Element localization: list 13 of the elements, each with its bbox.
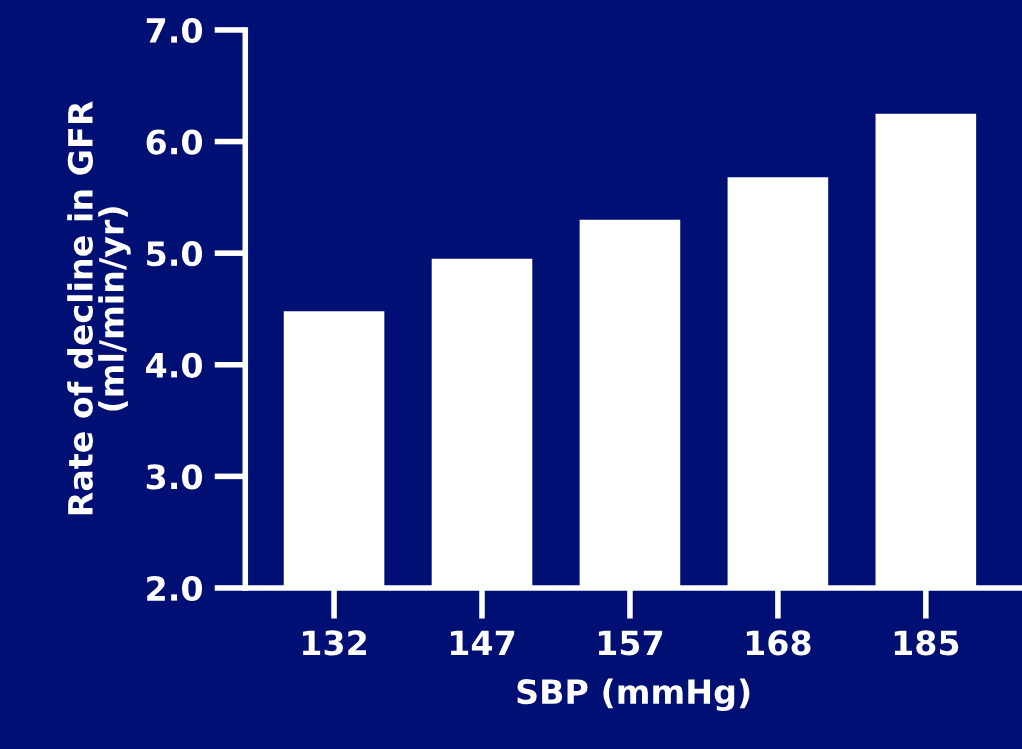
y-tick-label: 7.0 bbox=[146, 17, 203, 44]
y-axis-title: Rate of decline in GFR (ml/min/yr) bbox=[67, 101, 131, 515]
x-tick-label: 185 bbox=[894, 630, 959, 656]
x-tick-label: 147 bbox=[450, 630, 515, 655]
y-tick-label: 6.0 bbox=[146, 129, 203, 155]
x-tick-label: 168 bbox=[746, 630, 811, 656]
y-tick-label: 5.0 bbox=[147, 241, 203, 267]
x-axis-title: SBP (mmHg) bbox=[517, 678, 750, 712]
y-tick-label: 3.0 bbox=[146, 464, 203, 490]
x-tick-label: 132 bbox=[303, 630, 366, 656]
y-tick-label: 2.0 bbox=[147, 575, 203, 602]
x-tick-label: 157 bbox=[598, 630, 663, 656]
y-tick-label: 4.0 bbox=[146, 352, 203, 378]
